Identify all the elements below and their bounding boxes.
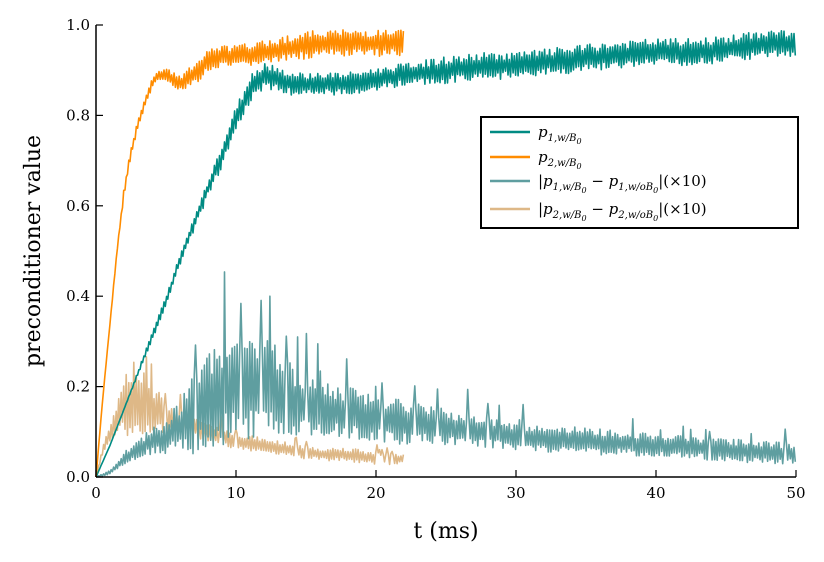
legend-p2-sub2: 0 — [576, 162, 581, 171]
axes — [95, 25, 796, 478]
legend-label-p2: p2,w/B0 — [538, 148, 582, 171]
y-tick-label: 0.2 — [66, 378, 90, 396]
y-tick-label: 0.6 — [66, 197, 90, 215]
legend-d1-mid: − p — [587, 172, 619, 190]
series-layer — [95, 29, 797, 478]
x-ticks: 0 10 20 30 40 50 — [91, 470, 806, 502]
legend-d1-post: |(×10) — [658, 172, 706, 190]
x-tick-label: 50 — [786, 484, 805, 502]
x-tick-label: 40 — [646, 484, 665, 502]
legend-label-p1: p1,w/B0 — [538, 123, 582, 146]
series-line-4 — [95, 356, 405, 478]
legend-d2-mid: − p — [587, 200, 619, 218]
legend-d2-sub-a: 2,w/B — [552, 210, 582, 221]
y-tick-label: 0.0 — [66, 468, 90, 486]
legend-d1-sub-b2: 0 — [653, 186, 658, 195]
series-line-2 — [95, 29, 405, 478]
legend-d2-sub-b2: 0 — [653, 214, 658, 223]
y-tick-label: 0.8 — [66, 106, 90, 124]
x-axis-title: t (ms) — [413, 519, 478, 544]
legend-d2-pre: |p — [538, 200, 553, 218]
legend-d1-sub-a2: 0 — [581, 186, 586, 195]
series-line-3 — [95, 271, 797, 478]
legend-label-d1: |p1,w/B0 − p1,w/oB0|(×10) — [538, 172, 707, 195]
legend-p1-sub: 1,w/B — [548, 133, 577, 144]
legend-p1-sub2: 0 — [576, 137, 581, 146]
legend-p2-sub: 2,w/B — [547, 158, 577, 169]
y-tick-label: 0.4 — [66, 287, 90, 305]
legend-d2-sub-a2: 0 — [581, 214, 586, 223]
series-line-1 — [95, 30, 797, 478]
legend-d1-pre: |p — [538, 172, 553, 190]
legend: p1,w/B0 p2,w/B0 |p1,w/B0 − p1,w/oB0|(×10… — [480, 116, 799, 229]
legend-box — [480, 116, 799, 229]
x-tick-label: 10 — [226, 484, 245, 502]
y-tick-label: 1.0 — [66, 16, 90, 34]
legend-d1-sub-a: 1,w/B — [553, 182, 582, 193]
y-axis-title: preconditioner value — [21, 135, 46, 367]
legend-p2-main: p — [538, 148, 548, 166]
legend-label-d2: |p2,w/B0 − p2,w/oB0|(×10) — [538, 200, 707, 223]
x-tick-label: 0 — [91, 484, 101, 502]
x-tick-label: 30 — [506, 484, 525, 502]
legend-d2-post: |(×10) — [658, 200, 706, 218]
x-tick-label: 20 — [366, 484, 385, 502]
legend-d1-sub-b: 1,w/oB — [618, 182, 653, 193]
y-ticks: 0.0 0.2 0.4 0.6 0.8 1.0 — [66, 16, 103, 486]
legend-p1-main: p — [538, 123, 548, 141]
legend-d2-sub-b: 2,w/oB — [617, 210, 653, 221]
